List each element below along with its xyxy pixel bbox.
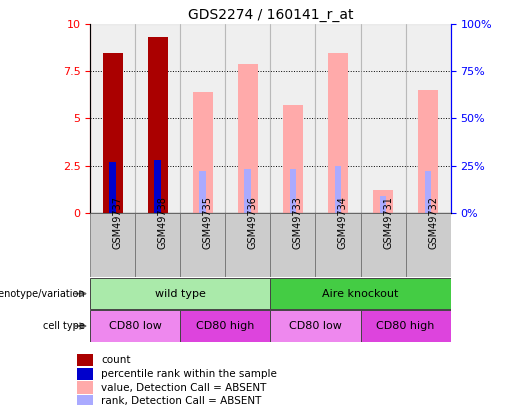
Bar <box>77 395 93 405</box>
Text: count: count <box>101 355 131 365</box>
Title: GDS2274 / 160141_r_at: GDS2274 / 160141_r_at <box>187 8 353 22</box>
Bar <box>102 53 123 213</box>
Bar <box>135 24 180 213</box>
Text: Aire knockout: Aire knockout <box>322 289 399 298</box>
Bar <box>154 160 161 213</box>
Bar <box>245 169 251 213</box>
Text: GSM49734: GSM49734 <box>338 196 348 249</box>
Bar <box>380 196 386 213</box>
Bar <box>109 162 116 213</box>
Bar <box>180 311 270 341</box>
Bar <box>90 24 135 213</box>
Text: genotype/variation: genotype/variation <box>0 289 85 298</box>
Bar <box>270 213 315 277</box>
Bar <box>77 368 93 380</box>
Text: GSM49737: GSM49737 <box>113 196 123 249</box>
Bar <box>77 382 93 394</box>
Bar <box>406 213 451 277</box>
Text: rank, Detection Call = ABSENT: rank, Detection Call = ABSENT <box>101 396 262 405</box>
Bar <box>180 213 226 277</box>
Text: CD80 high: CD80 high <box>376 321 435 331</box>
Bar <box>270 278 451 309</box>
Bar <box>328 53 348 213</box>
Text: percentile rank within the sample: percentile rank within the sample <box>101 369 278 379</box>
Text: CD80 high: CD80 high <box>196 321 254 331</box>
Bar <box>289 169 296 213</box>
Bar <box>315 24 360 213</box>
Bar <box>226 213 270 277</box>
Text: GSM49732: GSM49732 <box>428 196 438 249</box>
Bar <box>335 166 341 213</box>
Bar <box>425 171 432 213</box>
Bar <box>199 171 206 213</box>
Text: GSM49738: GSM49738 <box>158 196 168 249</box>
Bar <box>238 64 258 213</box>
Bar <box>373 190 393 213</box>
Bar <box>283 105 303 213</box>
Text: value, Detection Call = ABSENT: value, Detection Call = ABSENT <box>101 382 267 392</box>
Bar <box>360 311 451 341</box>
Text: GSM49735: GSM49735 <box>203 196 213 249</box>
Bar <box>90 278 270 309</box>
Bar <box>77 354 93 366</box>
Bar <box>90 311 180 341</box>
Text: GSM49733: GSM49733 <box>293 196 303 249</box>
Text: GSM49736: GSM49736 <box>248 196 258 249</box>
Bar <box>226 24 270 213</box>
Bar <box>360 213 406 277</box>
Text: CD80 low: CD80 low <box>289 321 342 331</box>
Bar <box>360 24 406 213</box>
Text: CD80 low: CD80 low <box>109 321 162 331</box>
Bar <box>418 90 438 213</box>
Text: wild type: wild type <box>155 289 205 298</box>
Bar <box>148 38 168 213</box>
Bar <box>135 213 180 277</box>
Bar <box>193 92 213 213</box>
Bar <box>90 213 135 277</box>
Bar <box>315 213 360 277</box>
Bar <box>406 24 451 213</box>
Text: GSM49731: GSM49731 <box>383 196 393 249</box>
Text: cell type: cell type <box>43 321 85 331</box>
Bar <box>270 311 360 341</box>
Bar <box>180 24 226 213</box>
Bar <box>270 24 315 213</box>
